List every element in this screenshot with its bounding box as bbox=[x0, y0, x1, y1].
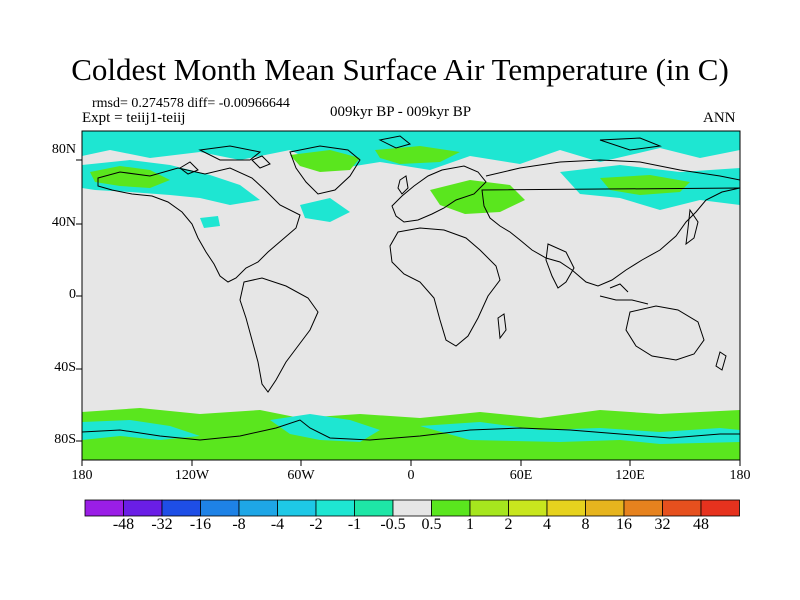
colorbar-label: 0.5 bbox=[421, 516, 442, 533]
experiment-line: Expt = teiij1-teiij bbox=[82, 110, 186, 126]
anomaly-region-eurasia-green bbox=[430, 180, 525, 214]
colorbar-box bbox=[662, 499, 702, 517]
colorbar-label: 1 bbox=[466, 516, 474, 533]
x-tick-label: 120W bbox=[174, 468, 210, 483]
colorbar-label: -1 bbox=[347, 516, 362, 533]
coastline-indonesia bbox=[599, 283, 649, 305]
colorbar-box bbox=[123, 499, 163, 517]
season-label: ANN bbox=[703, 110, 736, 126]
anomaly-region-greenland-green bbox=[290, 150, 360, 172]
anomaly-region-barents-green bbox=[375, 146, 460, 164]
colorbar-label: -2 bbox=[309, 516, 323, 533]
coastline-australia bbox=[625, 305, 705, 361]
colorbar-box bbox=[277, 499, 317, 517]
anomaly-field bbox=[82, 131, 740, 460]
x-tick-label: 180 bbox=[71, 468, 93, 483]
coastline-south-america bbox=[239, 277, 319, 393]
coastline-antarctica bbox=[82, 419, 740, 441]
x-tick-label: 180 bbox=[729, 468, 751, 483]
coastline-japan bbox=[685, 208, 699, 246]
colorbar-box bbox=[354, 499, 394, 517]
colorbar-box bbox=[431, 499, 471, 517]
colorbar-label: -16 bbox=[189, 516, 212, 533]
colorbar-box bbox=[700, 499, 740, 517]
x-tick-label: 0 bbox=[407, 468, 415, 483]
colorbar-label: -4 bbox=[270, 516, 285, 533]
colorbar-label: 8 bbox=[581, 516, 590, 533]
colorbar bbox=[84, 499, 740, 517]
colorbar-box bbox=[469, 499, 509, 517]
coastline-new-zealand bbox=[715, 351, 727, 371]
colorbar-label: 2 bbox=[504, 516, 513, 533]
y-tick-label: 80N bbox=[51, 142, 76, 157]
colorbar-box bbox=[238, 499, 278, 517]
colorbar-box bbox=[508, 499, 548, 517]
anomaly-region-pacific-cyan bbox=[200, 216, 220, 228]
anomaly-region-siberia-green bbox=[600, 175, 690, 195]
colorbar-box bbox=[585, 499, 625, 517]
colorbar-box bbox=[315, 499, 355, 517]
colorbar-box bbox=[546, 499, 586, 517]
chart-title: Coldest Month Mean Surface Air Temperatu… bbox=[71, 52, 729, 87]
anomaly-region-antarctic-cyan-east bbox=[420, 422, 740, 444]
colorbar-label: 48 bbox=[693, 516, 709, 533]
coastline-arctic-islands bbox=[179, 135, 662, 175]
y-tick-label: 40N bbox=[51, 215, 76, 230]
y-tick-label: 80S bbox=[54, 432, 76, 447]
coastlines bbox=[82, 135, 740, 441]
coastline-africa bbox=[389, 227, 501, 347]
period-line: 009kyr BP - 009kyr BP bbox=[330, 104, 472, 120]
map-ticks bbox=[76, 159, 741, 466]
colorbar-label: -48 bbox=[112, 516, 135, 533]
colorbar-box bbox=[84, 499, 124, 517]
coastline-india bbox=[545, 243, 575, 289]
y-tick-label: 0 bbox=[69, 287, 76, 302]
colorbar-label: -8 bbox=[232, 516, 246, 533]
colorbar-label: 32 bbox=[654, 516, 671, 533]
anomaly-region-ross-green bbox=[560, 440, 740, 460]
anomaly-region-atlantic-cyan bbox=[300, 198, 350, 222]
coastline-europe bbox=[391, 165, 487, 223]
colorbar-label: 4 bbox=[543, 516, 551, 533]
stats-line: rmsd= 0.274578 diff= -0.00966644 bbox=[92, 96, 290, 111]
coastline-madagascar bbox=[497, 313, 507, 340]
colorbar-box bbox=[200, 499, 240, 517]
colorbar-box bbox=[392, 499, 432, 517]
y-tick-label: 40S bbox=[54, 360, 76, 375]
coastline-north-america bbox=[97, 167, 301, 283]
colorbar-label: 16 bbox=[616, 516, 632, 533]
anomaly-region-antarctic-cyan-west bbox=[82, 420, 200, 440]
colorbar-label: -0.5 bbox=[380, 516, 406, 533]
coastline-greenland bbox=[289, 145, 361, 195]
x-tick-label: 60E bbox=[509, 468, 533, 483]
colorbar-box bbox=[623, 499, 663, 517]
colorbar-box bbox=[161, 499, 201, 517]
colorbar-label: -32 bbox=[151, 516, 173, 533]
anomaly-region-alaska-green bbox=[90, 166, 170, 188]
x-tick-label: 60W bbox=[287, 468, 315, 483]
x-tick-label: 120E bbox=[615, 468, 645, 483]
coastline-uk bbox=[397, 175, 409, 195]
